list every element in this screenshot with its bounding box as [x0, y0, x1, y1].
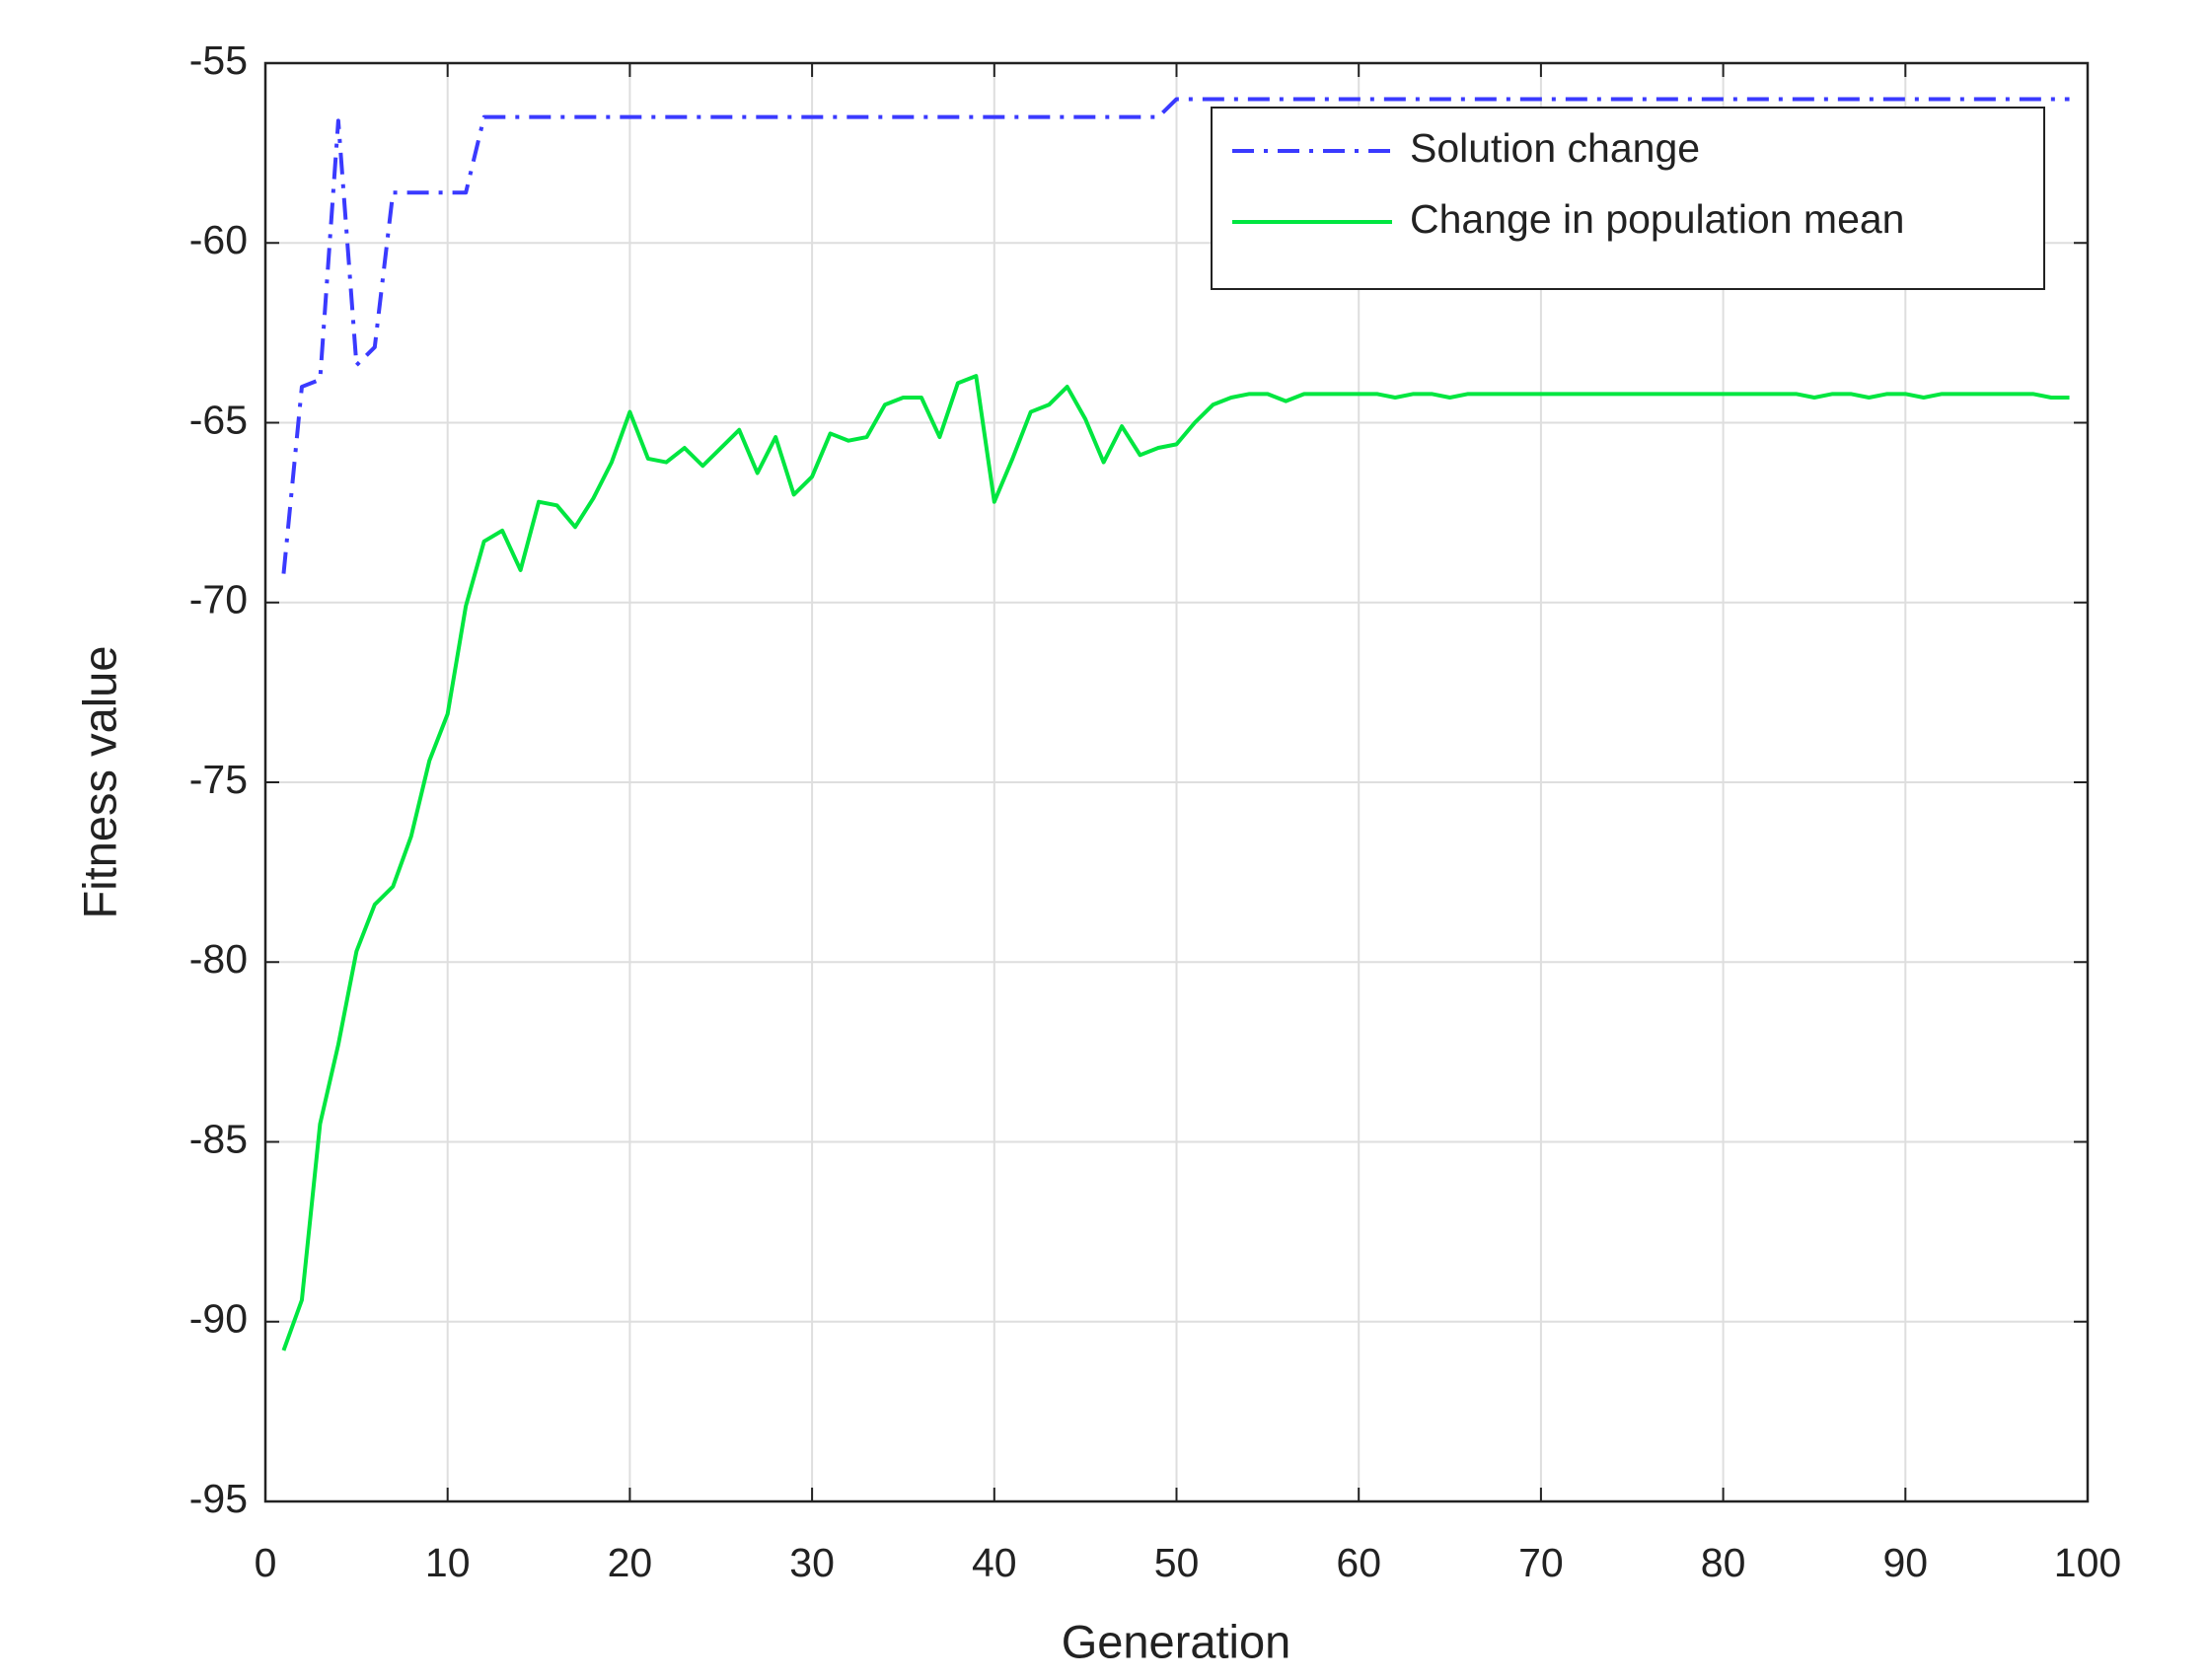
x-tick-label: 0: [255, 1540, 277, 1585]
x-tick-label: 20: [608, 1540, 653, 1585]
y-tick-label: -60: [189, 217, 248, 262]
x-tick-label: 70: [1518, 1540, 1564, 1585]
x-tick-label: 30: [789, 1540, 835, 1585]
legend-box: [1211, 107, 2045, 290]
y-tick-label: -90: [189, 1296, 248, 1342]
x-axis-label: Generation: [1062, 1615, 1291, 1667]
x-tick-label: 60: [1336, 1540, 1381, 1585]
series-line: [281, 97, 2070, 574]
legend-label: Change in population mean: [1410, 196, 1905, 242]
x-tick-label: 50: [1154, 1540, 1200, 1585]
y-tick-label: -55: [189, 37, 248, 83]
x-tick-label: 40: [972, 1540, 1017, 1585]
x-tick-label: 80: [1701, 1540, 1746, 1585]
series-line: [281, 374, 2070, 1351]
y-tick-label: -80: [189, 936, 248, 982]
y-tick-label: -75: [189, 757, 248, 802]
y-tick-label: -65: [189, 397, 248, 442]
legend-label: Solution change: [1410, 125, 1700, 171]
x-tick-label: 90: [1882, 1540, 1928, 1585]
axes-box: [263, 61, 2090, 1503]
x-tick-label: 10: [425, 1540, 471, 1585]
y-tick-label: -85: [189, 1116, 248, 1161]
y-tick-label: -70: [189, 577, 248, 622]
y-axis-label: Fitness value: [73, 646, 125, 919]
y-tick-label: -95: [189, 1476, 248, 1521]
x-tick-label: 100: [2054, 1540, 2121, 1585]
